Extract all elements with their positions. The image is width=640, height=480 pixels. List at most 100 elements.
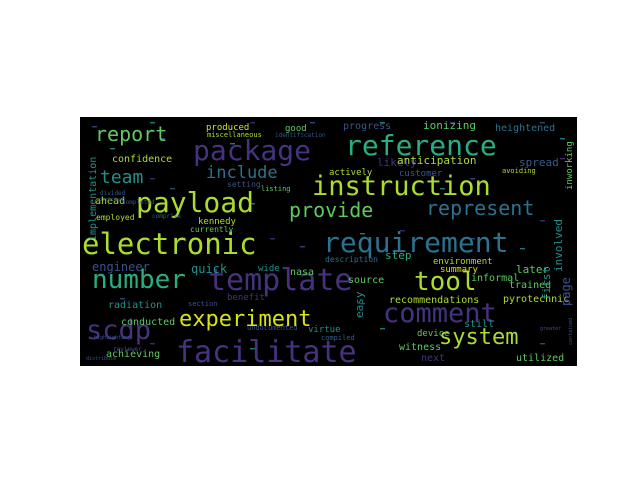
- filler-word-mark: ▬▬: [560, 136, 565, 142]
- word-tool: tool: [414, 267, 477, 297]
- word-benefit: benefit: [227, 293, 265, 303]
- filler-word-mark: ▬▬: [250, 346, 255, 352]
- word-inworking: inworking: [565, 141, 575, 190]
- word-environment: environment: [433, 257, 493, 267]
- filler-word-mark: ▬▬: [110, 146, 115, 152]
- word-contained: contained: [568, 318, 574, 345]
- filler-word-mark: ▬▬: [440, 186, 445, 192]
- word-next: next: [421, 353, 445, 364]
- filler-word-mark: ▬▬: [270, 236, 275, 242]
- word-identification: identification: [275, 132, 326, 139]
- word-likely: likely: [377, 156, 417, 169]
- word-electronic: electronic: [82, 227, 257, 261]
- filler-word-mark: ▬▬: [540, 341, 545, 347]
- word-report: report: [95, 122, 167, 146]
- filler-word-mark: ▬▬: [360, 301, 365, 307]
- filler-word-mark: ▬▬: [250, 120, 255, 126]
- filler-word-mark: ▬▬: [300, 244, 305, 250]
- word-team: team: [100, 167, 143, 188]
- filler-word-mark: ▬▬: [470, 341, 475, 347]
- word-payload: payload: [136, 186, 254, 219]
- word-still: still: [464, 319, 494, 330]
- word-number: number: [92, 265, 186, 295]
- word-greater: greater: [540, 326, 561, 332]
- word-avoiding: avoiding: [502, 167, 536, 175]
- filler-word-mark: ▬▬: [250, 201, 255, 207]
- word-page: page: [559, 277, 573, 306]
- filler-word-mark: ▬▬: [300, 286, 305, 292]
- filler-word-mark: ▬▬: [92, 124, 97, 130]
- filler-word-mark: ▬▬: [360, 231, 365, 237]
- word-cloud-canvas: [80, 117, 577, 366]
- word-provide: provide: [289, 198, 373, 222]
- word-achieving: achieving: [106, 349, 160, 360]
- word-pyrotechnic: pyrotechnic: [503, 294, 569, 305]
- word-facilitate: facilitate: [176, 335, 357, 370]
- word-step: step: [385, 249, 412, 262]
- word-later: later: [516, 263, 549, 276]
- word-involved: involved: [552, 219, 565, 272]
- filler-word-mark: ▬▬: [470, 236, 475, 242]
- word-produced: produced: [206, 123, 249, 133]
- word-conducted: conducted: [121, 317, 175, 328]
- word-description: description: [325, 255, 378, 264]
- word-informal: informal: [471, 273, 519, 284]
- word-device: device: [417, 329, 450, 339]
- word-listing: listing: [261, 185, 291, 193]
- word-section: section: [188, 300, 218, 308]
- filler-word-mark: ▬▬: [310, 120, 315, 126]
- filler-word-mark: ▬▬: [430, 141, 435, 147]
- word-reviewer: reviewer: [113, 346, 142, 353]
- word-include: include: [206, 163, 278, 183]
- word-directed: directed: [99, 197, 123, 203]
- word-compiled: compiled: [321, 334, 355, 342]
- filler-word-mark: ▬▬: [380, 326, 385, 332]
- filler-word-mark: ▬▬: [120, 296, 125, 302]
- word-heightened: heightened: [495, 123, 555, 134]
- word-recommendations: recommendations: [389, 295, 479, 306]
- word-reference: reference: [345, 129, 497, 162]
- filler-word-mark: ▬▬: [560, 156, 565, 162]
- word-divided: divided: [100, 190, 126, 197]
- word-wide: wide: [258, 264, 280, 274]
- word-customer: customer: [399, 169, 443, 179]
- word-distribute: distribute: [86, 356, 116, 362]
- word-witness: witness: [399, 342, 441, 353]
- filler-word-mark: ▬▬: [160, 136, 165, 142]
- word-confidence: confidence: [112, 154, 172, 165]
- filler-word-mark: ▬▬: [380, 120, 385, 126]
- word-highlighting: highlighting: [94, 335, 130, 341]
- word-package: package: [193, 134, 311, 167]
- filler-word-mark: ▬▬: [150, 341, 155, 347]
- filler-word-mark: ▬▬: [470, 176, 475, 182]
- word-virtue: virtue: [308, 325, 341, 335]
- word-setting: setting: [227, 180, 261, 189]
- word-source: source: [348, 275, 384, 286]
- word-represent: represent: [426, 196, 534, 220]
- word-utilized: utilized: [516, 353, 564, 364]
- word-instruction: instruction: [312, 171, 491, 202]
- filler-word-mark: ▬▬: [230, 141, 235, 147]
- word-summary: summary: [440, 265, 479, 275]
- word-first: first: [540, 267, 553, 300]
- filler-word-mark: ▬▬: [150, 176, 155, 182]
- filler-word-mark: ▬▬: [450, 120, 455, 126]
- word-completed: completed: [122, 199, 155, 206]
- word-currently: currently: [190, 225, 234, 234]
- filler-word-mark: ▬▬: [540, 120, 545, 126]
- filler-word-mark: ▬▬: [400, 228, 405, 234]
- word-experiment: experiment: [179, 307, 311, 332]
- word-employed: employed: [96, 213, 135, 222]
- word-ionizing: ionizing: [423, 119, 476, 132]
- word-nasa: nasa: [290, 267, 314, 278]
- words-layer: ▬▬ ▬▬ ▬▬ ▬▬ ▬▬ ▬▬ ▬▬ ▬▬ ▬▬ ▬▬ ▬▬ ▬▬ ▬▬ ▬▬ ▬▬ ▬▬ ▬▬ ▬▬ ▬▬ ▬▬…: [82, 119, 575, 370]
- word-good: good: [285, 124, 307, 134]
- word-anticipation: anticipation: [397, 154, 476, 167]
- word-implementation: implementation: [88, 157, 99, 241]
- word-undocumented: undocumented: [247, 324, 298, 332]
- word-scdp: scdp: [86, 315, 151, 346]
- word-trained: trained: [509, 280, 551, 291]
- word-system: system: [439, 325, 518, 350]
- word-kennedy: kennedy: [198, 217, 237, 227]
